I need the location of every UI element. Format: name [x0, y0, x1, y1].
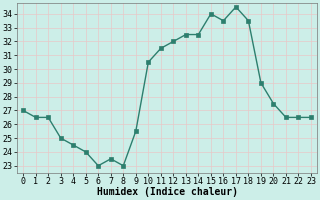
X-axis label: Humidex (Indice chaleur): Humidex (Indice chaleur) — [97, 187, 237, 197]
